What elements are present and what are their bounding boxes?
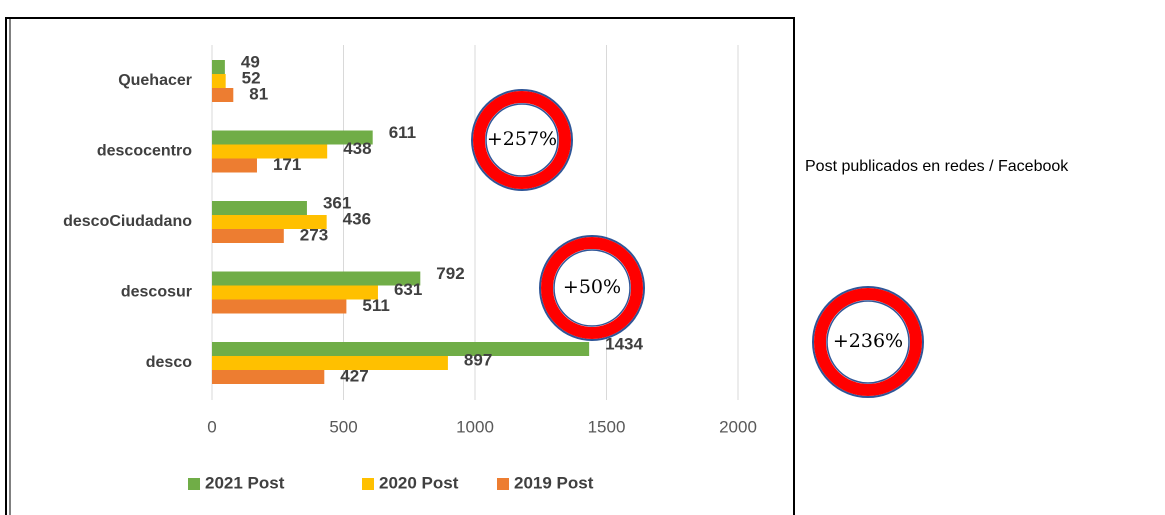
bar [212,215,327,229]
y-tick-label: descocentro [97,143,192,160]
annotation-text: +257% [487,128,557,150]
data-label: 171 [273,155,301,174]
annotation-ring [485,103,559,177]
bar [212,88,234,102]
annotation-ring [473,91,571,189]
data-label: 511 [362,296,389,315]
legend-swatch [362,478,374,490]
annotation-ring [812,286,924,398]
chart-frame [5,17,795,515]
bar [212,370,325,384]
data-label: 361 [323,193,351,212]
legend-label: 2019 Post [514,473,594,492]
data-label: 273 [300,225,328,244]
bar [212,60,225,74]
x-tick-label: 2000 [719,417,757,436]
annotation-text: +50% [563,276,621,298]
annotation-ring [471,89,573,191]
bar [212,144,328,159]
bar [212,356,448,370]
bar [212,158,257,173]
x-tick-label: 1000 [456,417,494,436]
bar [212,299,347,314]
bar [212,285,378,300]
x-tick-label: 0 [207,417,216,436]
bar [212,130,373,145]
data-label: 631 [394,280,422,299]
annotation-ring [814,288,922,396]
annotation-ring [541,237,643,339]
data-label: 792 [436,264,464,283]
data-label: 52 [242,68,261,87]
annotation-ring [553,249,631,327]
legend-swatch [497,478,509,490]
y-tick-label: descosur [121,284,192,301]
data-label: 1434 [605,334,643,353]
y-tick-label: desco [146,354,192,371]
x-tick-label: 1500 [588,417,626,436]
bar [212,229,284,243]
data-label: 436 [343,209,371,228]
data-label: 427 [340,366,368,385]
y-tick-label: Quehacer [118,72,192,89]
legend-label: 2021 Post [205,473,285,492]
data-label: 611 [389,123,416,142]
bar [212,201,307,215]
annotation-text: +236% [833,330,903,352]
annotation-ring [826,300,910,384]
legend-swatch [188,478,200,490]
x-tick-label: 500 [329,417,357,436]
data-label: 897 [464,350,492,369]
side-note: Post publicados en redes / Facebook [805,158,1069,175]
data-label: 438 [343,139,371,158]
bar [212,271,421,286]
legend-label: 2020 Post [379,473,459,492]
bar [212,342,590,356]
bar [212,74,226,88]
annotation-ring [539,235,645,341]
y-tick-label: descoCiudadano [63,213,192,230]
data-label: 81 [249,84,268,103]
data-label: 49 [241,52,260,71]
